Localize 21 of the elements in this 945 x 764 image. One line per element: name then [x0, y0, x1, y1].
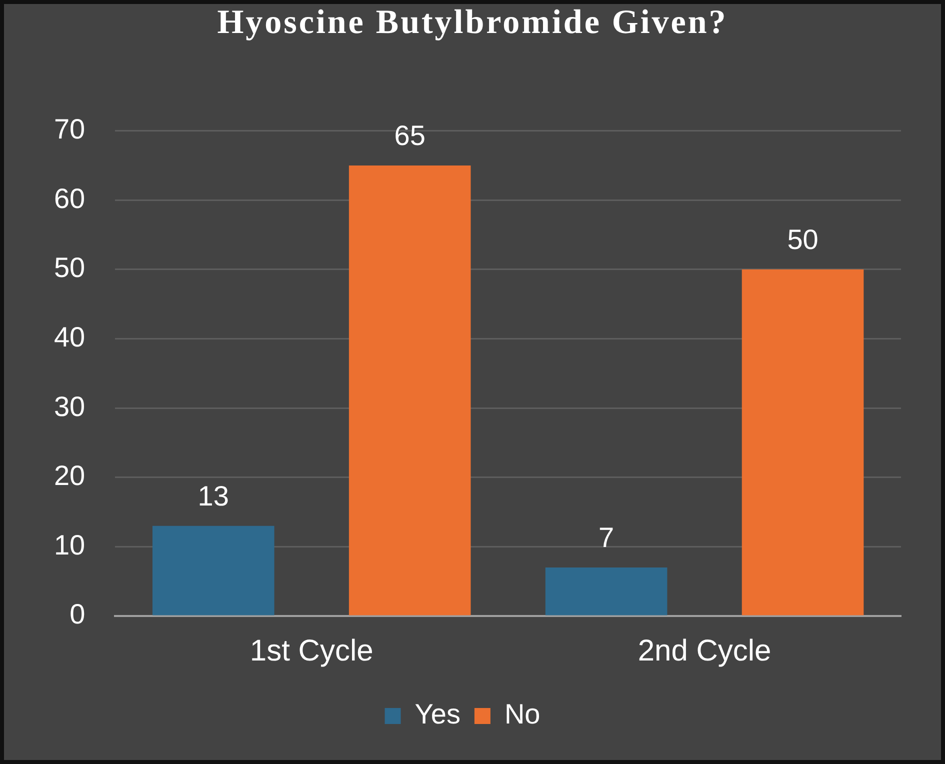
y-tick-label: 70	[54, 114, 86, 145]
bar	[545, 567, 668, 616]
y-tick-label: 20	[54, 460, 86, 492]
bar	[152, 526, 274, 616]
y-tick-label: 40	[54, 321, 86, 352]
chart-title: Hyoscine Butylbromide Given?	[216, 4, 729, 43]
y-tick-label: 30	[54, 390, 86, 422]
legend-label: Yes	[414, 698, 460, 730]
data-label: 7	[598, 522, 614, 554]
x-tick-label: 2nd Cycle	[638, 634, 772, 668]
data-label: 13	[198, 480, 229, 512]
data-label: 65	[394, 120, 426, 152]
y-tick-label: 60	[54, 182, 86, 214]
bar	[348, 165, 471, 616]
y-tick-label: 0	[70, 598, 86, 630]
x-tick-label: 1st Cycle	[250, 634, 374, 668]
legend-label: No	[504, 698, 540, 730]
y-tick-label: 50	[54, 252, 86, 284]
y-tick-label: 10	[54, 529, 86, 560]
bar	[742, 269, 864, 616]
data-label: 50	[787, 224, 818, 256]
